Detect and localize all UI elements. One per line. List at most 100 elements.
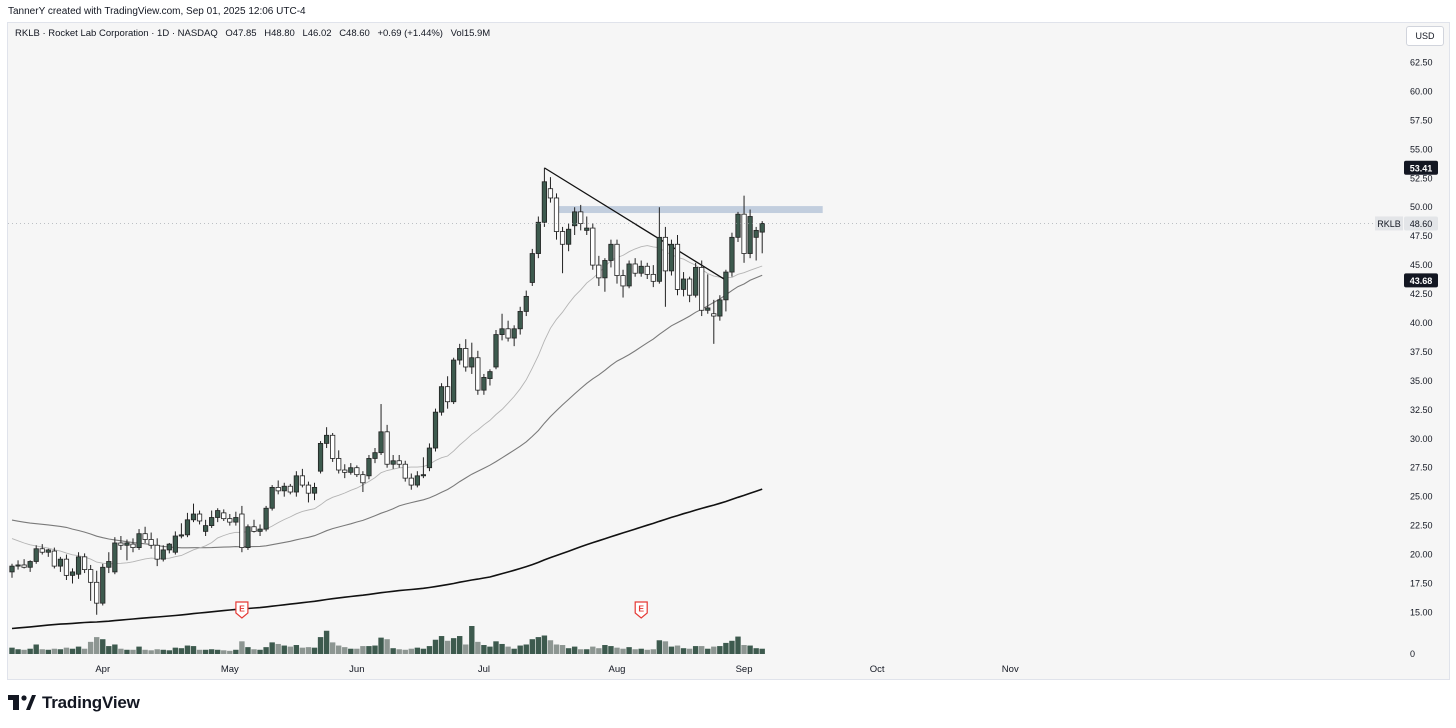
candle[interactable]: [100, 563, 106, 606]
candle[interactable]: [747, 209, 753, 259]
candle[interactable]: [457, 343, 463, 365]
candle[interactable]: [451, 357, 457, 405]
candle[interactable]: [699, 260, 705, 317]
candle[interactable]: [15, 560, 21, 570]
candle[interactable]: [711, 299, 717, 344]
candle[interactable]: [251, 519, 257, 533]
candle[interactable]: [596, 255, 602, 286]
trendline[interactable]: [544, 167, 727, 281]
candle[interactable]: [106, 552, 112, 574]
candle[interactable]: [215, 508, 221, 523]
candle[interactable]: [124, 539, 130, 561]
candle[interactable]: [209, 510, 215, 528]
candle[interactable]: [650, 265, 656, 288]
candle[interactable]: [311, 482, 318, 501]
candle[interactable]: [620, 269, 626, 298]
candle[interactable]: [293, 471, 299, 497]
candle[interactable]: [372, 448, 378, 464]
candle[interactable]: [130, 538, 136, 553]
candle[interactable]: [136, 529, 142, 550]
candle[interactable]: [608, 239, 614, 268]
resistance-zone[interactable]: [556, 206, 823, 214]
candle[interactable]: [384, 424, 390, 468]
candle[interactable]: [511, 325, 517, 347]
candle[interactable]: [505, 320, 511, 342]
candle[interactable]: [469, 342, 475, 374]
candle[interactable]: [517, 306, 523, 335]
candle[interactable]: [112, 537, 118, 575]
candle[interactable]: [342, 464, 348, 479]
legend-symbol[interactable]: RKLB · Rocket Lab Corporation · 1D · NAS…: [15, 28, 218, 39]
candle[interactable]: [336, 450, 342, 474]
candle[interactable]: [27, 560, 33, 572]
candle[interactable]: [572, 207, 578, 236]
candle[interactable]: [184, 512, 191, 538]
candle[interactable]: [269, 485, 275, 511]
candle[interactable]: [154, 538, 160, 567]
candle[interactable]: [487, 369, 493, 386]
candle[interactable]: [196, 510, 203, 525]
candle[interactable]: [717, 295, 723, 321]
candle[interactable]: [493, 329, 499, 370]
candle[interactable]: [559, 226, 566, 274]
candle[interactable]: [553, 193, 560, 240]
candle[interactable]: [759, 221, 765, 254]
candle[interactable]: [257, 524, 263, 537]
candle[interactable]: [160, 545, 166, 562]
candle[interactable]: [584, 216, 590, 236]
candle[interactable]: [402, 460, 408, 482]
candle[interactable]: [39, 544, 45, 555]
candle[interactable]: [299, 468, 306, 488]
candle[interactable]: [674, 235, 681, 296]
candle[interactable]: [202, 519, 209, 537]
candle[interactable]: [668, 239, 675, 276]
candle[interactable]: [323, 427, 330, 449]
candle[interactable]: [245, 524, 251, 550]
candle[interactable]: [227, 514, 233, 526]
candle[interactable]: [348, 463, 354, 475]
candle[interactable]: [535, 216, 541, 259]
candle[interactable]: [408, 473, 414, 490]
candle[interactable]: [735, 211, 741, 242]
candle[interactable]: [75, 552, 82, 579]
candle[interactable]: [638, 260, 644, 277]
candle[interactable]: [57, 556, 64, 572]
candle[interactable]: [305, 481, 312, 503]
candle[interactable]: [662, 226, 669, 307]
candle[interactable]: [118, 536, 124, 550]
candle[interactable]: [360, 471, 366, 493]
earnings-marker[interactable]: E: [235, 601, 249, 619]
candle[interactable]: [142, 526, 148, 543]
candle[interactable]: [753, 226, 759, 261]
candle[interactable]: [94, 570, 100, 615]
candle[interactable]: [541, 167, 548, 227]
candle[interactable]: [287, 483, 293, 495]
candle[interactable]: [390, 454, 396, 469]
candle[interactable]: [396, 454, 402, 468]
candle[interactable]: [420, 457, 427, 479]
candle[interactable]: [432, 408, 439, 452]
candle[interactable]: [741, 195, 747, 263]
candle[interactable]: [69, 568, 76, 584]
candle[interactable]: [172, 531, 178, 555]
candle[interactable]: [626, 260, 632, 289]
candle[interactable]: [82, 553, 88, 574]
candle[interactable]: [281, 482, 287, 497]
candle[interactable]: [148, 532, 154, 549]
candle[interactable]: [33, 545, 39, 564]
candle[interactable]: [481, 373, 487, 395]
candle[interactable]: [614, 239, 620, 284]
candle[interactable]: [602, 258, 608, 292]
candle[interactable]: [499, 313, 505, 341]
candle[interactable]: [239, 505, 245, 553]
candle[interactable]: [263, 505, 269, 532]
candle[interactable]: [438, 383, 445, 416]
candle[interactable]: [590, 223, 596, 270]
candle[interactable]: [463, 339, 469, 372]
tradingview-logo[interactable]: TradingView: [8, 693, 140, 713]
candle[interactable]: [51, 547, 57, 569]
candle[interactable]: [475, 350, 481, 395]
chart-frame[interactable]: [7, 22, 1450, 680]
candle[interactable]: [21, 559, 27, 569]
candle[interactable]: [190, 503, 197, 523]
